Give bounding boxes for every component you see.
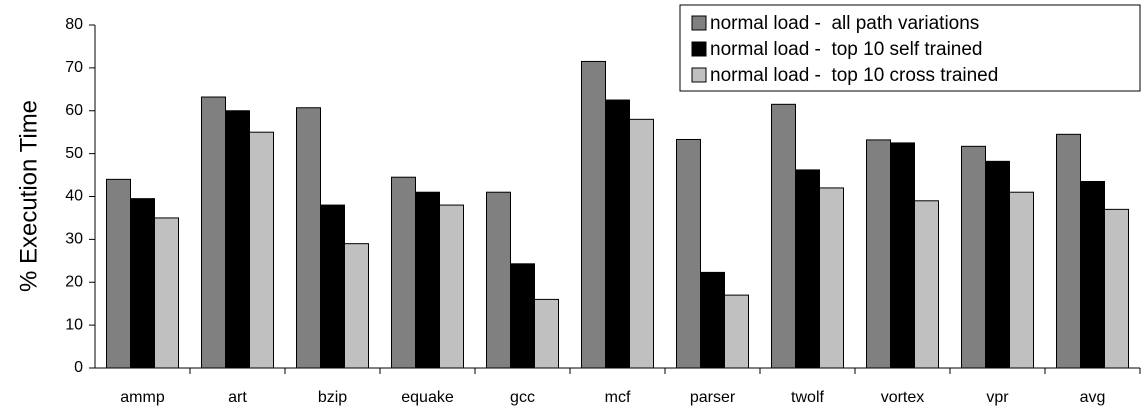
bar <box>819 187 844 369</box>
legend-swatch <box>691 67 707 83</box>
x-tick-label: vortex <box>881 389 925 406</box>
bar <box>629 118 654 369</box>
y-tick-label: 20 <box>65 273 83 290</box>
bar <box>700 271 725 369</box>
bar <box>106 178 131 369</box>
bar <box>344 243 369 369</box>
x-tick-label: avg <box>1080 389 1106 406</box>
bar <box>415 191 440 369</box>
bar <box>391 176 416 369</box>
bar <box>771 103 796 369</box>
bar <box>201 96 226 369</box>
y-tick-label: 50 <box>65 145 83 162</box>
x-tick-label: equake <box>401 389 454 406</box>
bar <box>1104 208 1129 369</box>
bar <box>890 142 915 369</box>
bar <box>486 191 511 369</box>
bar <box>510 263 535 369</box>
bar <box>795 169 820 369</box>
x-tick-label: twolf <box>791 389 824 406</box>
y-tick-label: 30 <box>65 231 83 248</box>
bar <box>439 204 464 369</box>
x-tick-label: ammp <box>120 389 165 406</box>
legend-label: normal load - top 10 cross trained <box>710 65 998 86</box>
bar <box>154 217 179 369</box>
legend-swatch <box>691 15 707 31</box>
bar <box>581 60 606 369</box>
legend-label: normal load - top 10 self trained <box>710 39 983 60</box>
x-tick-label: art <box>228 389 247 406</box>
bar <box>534 298 559 369</box>
x-tick-label: vpr <box>986 389 1009 406</box>
y-tick-label: 10 <box>65 316 83 333</box>
y-tick-label: 80 <box>65 16 83 33</box>
bar <box>130 198 155 369</box>
bar <box>914 200 939 369</box>
y-axis-label: % Execution Time <box>15 100 42 292</box>
y-tick-label: 40 <box>65 188 83 205</box>
bar <box>1056 133 1081 369</box>
bar <box>249 131 274 369</box>
bar <box>1080 180 1105 369</box>
bar <box>724 294 749 369</box>
bar <box>985 160 1010 369</box>
x-tick-label: bzip <box>318 389 347 406</box>
bar <box>605 99 630 369</box>
y-tick-label: 70 <box>65 59 83 76</box>
x-tick-label: gcc <box>510 389 535 406</box>
bar <box>296 107 321 369</box>
bar <box>866 139 891 369</box>
legend-box <box>679 4 1141 92</box>
x-tick-label: mcf <box>605 389 631 406</box>
bar <box>676 138 701 369</box>
bar <box>961 145 986 369</box>
bar <box>1009 191 1034 369</box>
legend-label: normal load - all path variations <box>710 13 979 34</box>
x-tick-label: parser <box>690 389 736 406</box>
y-tick-label: 0 <box>74 359 83 376</box>
bar <box>225 110 250 369</box>
y-tick-label: 60 <box>65 102 83 119</box>
legend-swatch <box>691 41 707 57</box>
bar <box>320 204 345 369</box>
